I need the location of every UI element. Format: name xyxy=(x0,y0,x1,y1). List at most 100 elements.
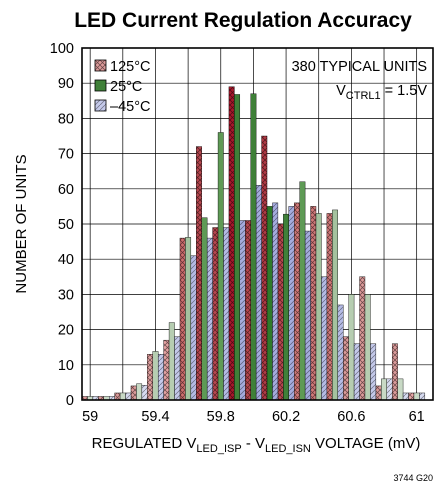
xlabel-part-1: REGULATED V xyxy=(92,435,197,452)
bar-25c xyxy=(266,206,273,401)
bar-25c xyxy=(315,213,322,401)
bar-hatch-125c xyxy=(114,392,121,400)
bar-25c xyxy=(217,132,224,401)
xlabel-part-2: - V xyxy=(242,435,265,452)
x-tick-label: 59.4 xyxy=(141,409,169,425)
bar-hatch-neg45c xyxy=(370,343,376,400)
bar-hatch-125c xyxy=(163,340,170,400)
bar-hatch-neg45c xyxy=(92,396,99,400)
bar-hatch-neg45c xyxy=(419,392,425,400)
bar-hatch-neg45c xyxy=(190,255,197,400)
vctrl-rest: = 1.5V xyxy=(381,83,428,99)
x-tick-label: 60.2 xyxy=(272,409,300,425)
bar-hatch-125c xyxy=(310,206,316,400)
bar-hatch-125c xyxy=(343,336,349,400)
x-tick-label: 60.6 xyxy=(337,409,365,425)
bar-25c xyxy=(168,322,175,401)
bars xyxy=(81,86,426,401)
bar-hatch-125c xyxy=(82,396,88,400)
y-tick-label: 0 xyxy=(66,393,74,409)
y-tick-label: 20 xyxy=(58,323,74,339)
bar-hatch-neg45c xyxy=(174,336,180,400)
bar-hatch-125c xyxy=(408,392,414,400)
bar-hatch-125c xyxy=(261,136,268,400)
bar-hatch-125c xyxy=(228,86,235,400)
legend-label-neg45c: –45°C xyxy=(110,99,150,115)
y-tick-label: 10 xyxy=(58,358,74,374)
bar-hatch-neg45c xyxy=(125,392,131,400)
xlabel-sub-2: LED_ISN xyxy=(265,443,311,455)
bar-hatch-neg45c xyxy=(223,227,229,400)
bar-hatch-neg45c xyxy=(158,354,164,400)
bar-hatch-neg45c xyxy=(288,206,295,400)
legend-swatch-125c-hatch xyxy=(95,60,106,71)
bar-25c xyxy=(201,217,208,401)
bar-25c xyxy=(152,351,159,401)
x-axis-label: REGULATED VLED_ISP - VLED_ISN VOLTAGE (m… xyxy=(92,435,421,455)
y-tick-label: 30 xyxy=(58,287,74,303)
vctrl-v: V xyxy=(336,83,346,99)
bar-hatch-neg45c xyxy=(272,202,278,400)
plot-frame xyxy=(81,47,434,401)
bar-25c xyxy=(299,181,306,401)
y-tick-label: 90 xyxy=(58,76,74,92)
legend-swatch-25c xyxy=(94,79,107,92)
bar-hatch-125c xyxy=(147,354,153,400)
bar-25c xyxy=(397,378,404,401)
bar-hatch-neg45c xyxy=(256,185,262,400)
x-tick-label: 61 xyxy=(409,409,425,425)
bar-25c xyxy=(250,93,257,401)
bar-hatch-125c xyxy=(326,213,333,400)
bar-hatch-125c xyxy=(130,385,137,400)
y-tick-label: 40 xyxy=(58,252,74,268)
bar-25c xyxy=(185,237,192,401)
annotation-vctrl: VCTRL1 = 1.5V xyxy=(336,83,427,102)
bar-25c xyxy=(413,392,420,401)
x-tick-labels: 59 59.4 59.8 60.2 60.6 61 xyxy=(82,409,425,425)
bar-hatch-neg45c xyxy=(109,396,115,400)
bar-25c xyxy=(364,294,371,401)
legend: 125°C 25°C –45°C xyxy=(94,59,150,115)
bar-25c xyxy=(136,383,143,401)
bar-25c xyxy=(332,209,338,401)
y-tick-label: 70 xyxy=(58,147,74,163)
bar-hatch-125c xyxy=(294,202,300,400)
annotation-typical-units: 380 TYPICAL UNITS xyxy=(292,59,427,75)
x-tick-label: 59 xyxy=(82,409,98,425)
bar-hatch-neg45c xyxy=(239,220,246,400)
bar-hatch-neg45c xyxy=(305,231,311,400)
y-tick-label: 60 xyxy=(58,182,74,198)
y-tick-labels: 0 10 20 30 40 50 60 70 80 90 100 xyxy=(50,41,74,409)
bar-25c xyxy=(348,294,355,401)
y-axis-label: NUMBER OF UNITS xyxy=(13,154,30,293)
legend-label-25c: 25°C xyxy=(110,79,142,95)
bar-hatch-125c xyxy=(245,220,251,400)
bar-hatch-125c xyxy=(196,146,202,400)
y-tick-label: 100 xyxy=(50,41,74,57)
y-tick-label: 50 xyxy=(58,217,74,233)
bar-hatch-neg45c xyxy=(386,378,393,400)
bar-hatch-125c xyxy=(212,227,219,400)
bar-hatch-125c xyxy=(277,224,284,400)
legend-label-125c: 125°C xyxy=(110,59,150,75)
vctrl-sub: CTRL1 xyxy=(346,90,381,102)
bar-hatch-125c xyxy=(98,396,104,400)
bar-25c xyxy=(283,213,289,401)
bar-hatch-125c xyxy=(392,343,398,400)
legend-swatch-neg45c-hatch xyxy=(95,100,106,111)
bar-hatch-neg45c xyxy=(354,343,360,400)
xlabel-part-3: VOLTAGE (mV) xyxy=(311,435,420,452)
bar-hatch-neg45c xyxy=(337,304,344,400)
chart-title: LED Current Regulation Accuracy xyxy=(74,9,412,32)
bar-hatch-neg45c xyxy=(207,238,213,400)
bar-25c xyxy=(381,378,387,401)
figure-id: 3744 G20 xyxy=(393,473,433,483)
bar-25c xyxy=(119,392,126,401)
xlabel-sub-1: LED_ISP xyxy=(196,443,241,455)
bar-hatch-neg45c xyxy=(141,385,148,400)
bar-hatch-neg45c xyxy=(403,392,409,400)
y-tick-label: 80 xyxy=(58,111,74,127)
bar-hatch-neg45c xyxy=(321,276,327,400)
x-tick-label: 59.8 xyxy=(207,409,235,425)
